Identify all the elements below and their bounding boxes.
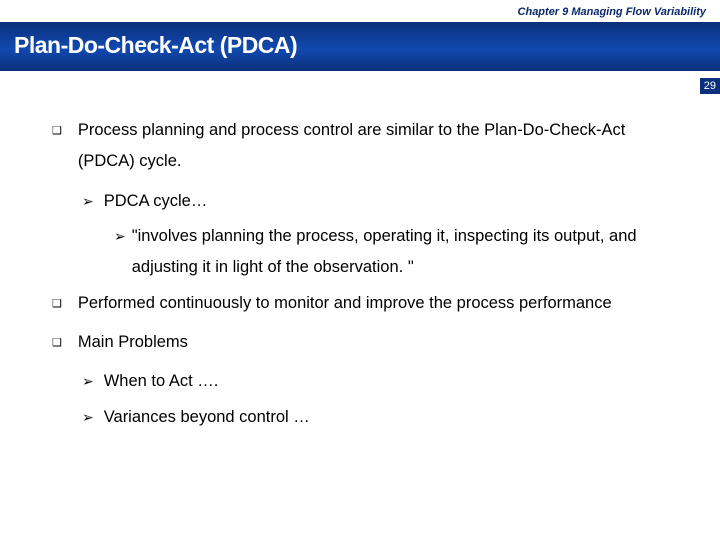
bullet-square-icon: ❑ [52, 115, 78, 178]
list-item: ❑ Performed continuously to monitor and … [52, 288, 680, 319]
list-item: ➢ Variances beyond control … [82, 402, 680, 433]
list-item-text: "involves planning the process, operatin… [132, 221, 680, 284]
list-item-text: Performed continuously to monitor and im… [78, 288, 680, 319]
list-item: ❑ Process planning and process control a… [52, 115, 680, 178]
bullet-square-icon: ❑ [52, 327, 78, 358]
bullet-arrow-icon: ➢ [82, 402, 104, 433]
list-item-text: PDCA cycle… [104, 186, 680, 217]
bullet-arrow-icon: ➢ [82, 366, 104, 397]
page-number: 29 [700, 78, 720, 94]
bullet-arrow-icon: ➢ [114, 221, 132, 284]
list-item-text: When to Act …. [104, 366, 680, 397]
slide-body: ❑ Process planning and process control a… [0, 71, 720, 433]
list-item: ➢ "involves planning the process, operat… [114, 221, 680, 284]
chapter-header: Chapter 9 Managing Flow Variability [0, 0, 720, 22]
list-item-text: Process planning and process control are… [78, 115, 680, 178]
bullet-square-icon: ❑ [52, 288, 78, 319]
list-item-text: Variances beyond control … [104, 402, 680, 433]
list-item: ➢ PDCA cycle… [82, 186, 680, 217]
bullet-arrow-icon: ➢ [82, 186, 104, 217]
list-item: ❑ Main Problems [52, 327, 680, 358]
list-item-text: Main Problems [78, 327, 680, 358]
list-item: ➢ When to Act …. [82, 366, 680, 397]
slide-title: Plan-Do-Check-Act (PDCA) [0, 22, 720, 71]
